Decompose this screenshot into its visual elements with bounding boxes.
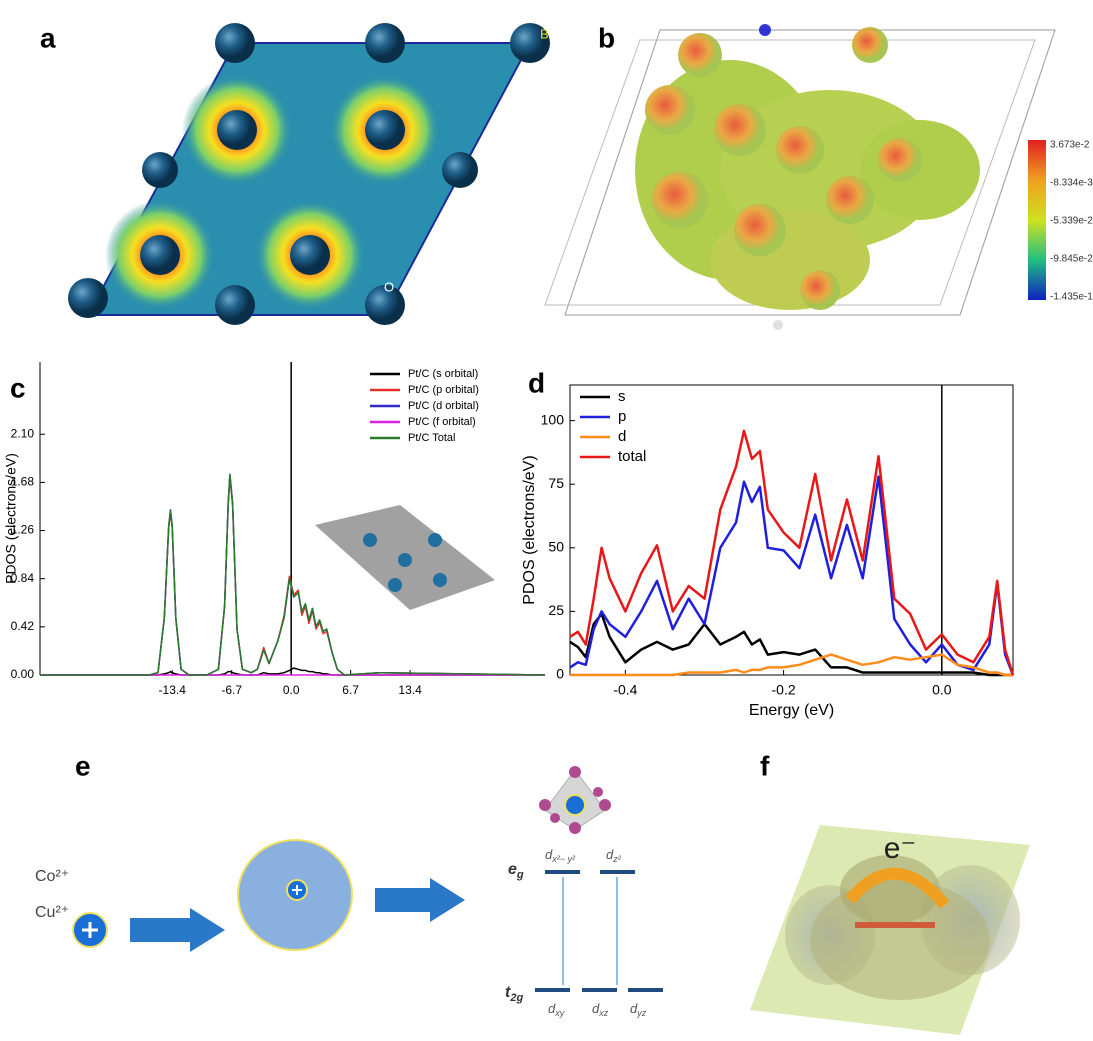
orbital-label: dz² xyxy=(606,847,622,864)
panel-label: c xyxy=(10,372,26,403)
legend-label: Pt/C (d orbital) xyxy=(408,400,479,412)
y-tick-label: 25 xyxy=(548,602,564,618)
corner-label: B xyxy=(540,26,549,41)
panel-a: B O xyxy=(68,23,550,325)
inset-structure xyxy=(315,505,495,610)
panel-b xyxy=(545,24,1055,330)
panel-label: f xyxy=(760,750,770,781)
colorbar-label: -9.845e-2 xyxy=(1050,254,1093,265)
panel-label: b xyxy=(598,22,615,53)
figure: B O a 3.673e-2 -8.334e-3 -5.339e-2 -9.84… xyxy=(0,0,1093,1041)
orbital-label: dxz xyxy=(592,1001,609,1018)
panel-label: a xyxy=(40,22,56,53)
legend-label: total xyxy=(618,448,646,465)
series-line xyxy=(570,431,1013,675)
legend-label: Pt/C (f orbital) xyxy=(408,416,476,428)
panel-label: e xyxy=(75,750,91,781)
y-axis-label: PDOS (electrons/eV) xyxy=(3,453,19,584)
orbital-label: dx²− y² xyxy=(545,847,576,864)
x-axis-label: Energy (eV) xyxy=(749,702,834,719)
panel-e: Co²⁺ Cu²⁺ eg t2g dx²− y² dz² dxy dxz dyz xyxy=(35,766,663,1018)
x-tick-label: -13.4 xyxy=(159,683,187,697)
colorbar-label: -8.334e-3 xyxy=(1050,178,1093,189)
x-tick-label: 0.0 xyxy=(932,682,952,698)
y-tick-label: 2.10 xyxy=(11,426,35,440)
x-tick-label: 13.4 xyxy=(398,683,422,697)
y-tick-label: 75 xyxy=(548,475,564,491)
y-tick-label: 0.00 xyxy=(11,667,35,681)
level-label: t2g xyxy=(505,984,523,1004)
x-tick-label: -6.7 xyxy=(221,683,242,697)
colorbar xyxy=(1028,140,1046,300)
colorbar-label: 3.673e-2 xyxy=(1050,140,1090,151)
legend-label: Pt/C Total xyxy=(408,432,456,444)
x-tick-label: -0.2 xyxy=(772,682,796,698)
legend-label: Pt/C (p orbital) xyxy=(408,384,479,396)
panel-f: e⁻ xyxy=(750,825,1030,1035)
level-label: eg xyxy=(508,861,524,881)
corner-label: O xyxy=(384,279,394,294)
orbital-label: dyz xyxy=(630,1001,647,1018)
panel-label: d xyxy=(528,367,545,398)
y-axis-label: PDOS (electrons/eV) xyxy=(521,455,538,604)
colorbar-labels: 3.673e-2 -8.334e-3 -5.339e-2 -9.845e-2 -… xyxy=(1050,140,1093,303)
orbital-label: dxy xyxy=(548,1001,565,1018)
ion-label: Cu²⁺ xyxy=(35,904,69,921)
plot-frame xyxy=(570,385,1013,675)
ion-label: Co²⁺ xyxy=(35,868,69,885)
electron-label: e⁻ xyxy=(884,832,917,865)
colorbar-label: -1.435e-1 xyxy=(1050,292,1093,303)
y-tick-label: 0 xyxy=(556,666,564,682)
legend-label: s xyxy=(618,388,626,405)
series-line xyxy=(570,477,1013,675)
legend-label: Pt/C (s orbital) xyxy=(408,368,478,380)
y-tick-label: 50 xyxy=(548,539,564,555)
y-tick-label: 0.42 xyxy=(11,619,35,633)
x-tick-label: -0.4 xyxy=(613,682,637,698)
legend-label: d xyxy=(618,428,626,445)
y-tick-label: 100 xyxy=(541,411,565,427)
legend-label: p xyxy=(618,408,626,425)
x-tick-label: 0.0 xyxy=(283,683,300,697)
x-tick-label: 6.7 xyxy=(342,683,359,697)
colorbar-label: -5.339e-2 xyxy=(1050,216,1093,227)
